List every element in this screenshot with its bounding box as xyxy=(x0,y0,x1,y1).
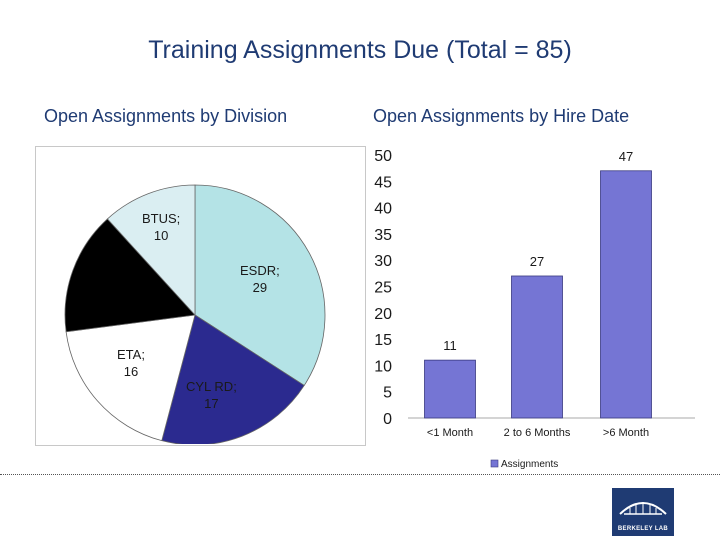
y-tick-label: 20 xyxy=(374,306,392,323)
pie-chart-title: Open Assignments by Division xyxy=(44,106,287,127)
pie-label-btus-value: 10 xyxy=(142,227,180,244)
pie-label-eta-name: ETA; xyxy=(117,346,145,363)
pie-label-cylrd-value: 17 xyxy=(186,395,237,412)
pie-label-esdr-value: 29 xyxy=(240,279,280,296)
pie-label-cylrd-name: CYL RD; xyxy=(186,378,237,395)
pie-label-eta-value: 16 xyxy=(117,363,145,380)
pie-label-btus-name: BTUS; xyxy=(142,210,180,227)
legend-swatch xyxy=(491,460,498,467)
logo-text: BERKELEY LAB xyxy=(612,526,674,532)
bar-chart-title: Open Assignments by Hire Date xyxy=(373,106,629,127)
y-tick-label: 5 xyxy=(383,385,392,402)
bar-0 xyxy=(425,360,476,418)
bar-data-label: 47 xyxy=(619,149,633,164)
building-icon xyxy=(612,488,674,524)
x-category-label: 2 to 6 Months xyxy=(504,427,571,439)
pie-label-btus: BTUS; 10 xyxy=(142,210,180,244)
footer-divider xyxy=(0,474,720,475)
bar-data-label: 27 xyxy=(530,254,544,269)
y-tick-label: 30 xyxy=(374,253,392,270)
y-tick-label: 40 xyxy=(374,201,392,218)
y-tick-label: 0 xyxy=(383,411,392,428)
pie-label-eta: ETA; 16 xyxy=(117,346,145,380)
x-category-label: <1 Month xyxy=(427,427,473,439)
y-tick-label: 45 xyxy=(374,174,392,191)
page-title: Training Assignments Due (Total = 85) xyxy=(0,36,720,65)
pie-label-esdr-name: ESDR; xyxy=(240,262,280,279)
pie-label-esdr: ESDR; 29 xyxy=(240,262,280,296)
pie-label-cylrd: CYL RD; 17 xyxy=(186,378,237,412)
berkeley-lab-logo: BERKELEY LAB xyxy=(612,488,674,536)
bar-1 xyxy=(512,276,563,418)
legend-label: Assignments xyxy=(501,459,558,470)
y-tick-label: 10 xyxy=(374,358,392,375)
x-category-label: >6 Month xyxy=(603,427,649,439)
bar-data-label: 11 xyxy=(443,338,457,353)
y-tick-label: 25 xyxy=(374,280,392,297)
bar-2 xyxy=(601,171,652,418)
y-tick-label: 50 xyxy=(374,148,392,165)
y-tick-label: 15 xyxy=(374,332,392,349)
y-tick-label: 35 xyxy=(374,227,392,244)
